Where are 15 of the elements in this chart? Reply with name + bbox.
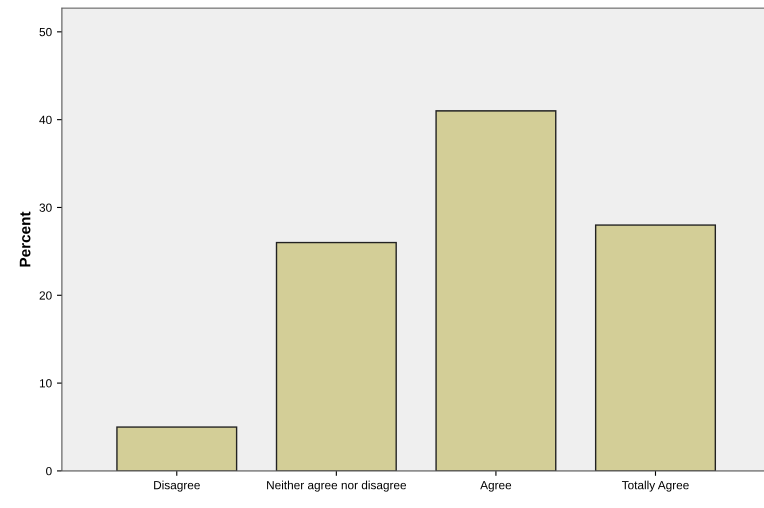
y-tick-label: 50 — [40, 28, 52, 36]
bar — [594, 224, 716, 471]
y-tick-label: 10 — [40, 379, 52, 388]
y-axis-title: Percent — [20, 212, 30, 267]
bar — [276, 242, 397, 471]
bar — [116, 426, 238, 471]
x-tick-label: Agree — [480, 481, 512, 492]
x-tick-label: Neither agree nor disagree — [267, 480, 406, 492]
x-tick-label: Disagree — [154, 480, 200, 492]
y-tick-label: 20 — [40, 291, 52, 300]
y-tick-label: 30 — [39, 204, 52, 212]
x-tick-label: Totally Agree — [622, 480, 689, 492]
y-tick-label: 0 — [46, 466, 52, 476]
y-tick-label: 40 — [39, 116, 52, 124]
bar — [435, 110, 556, 471]
